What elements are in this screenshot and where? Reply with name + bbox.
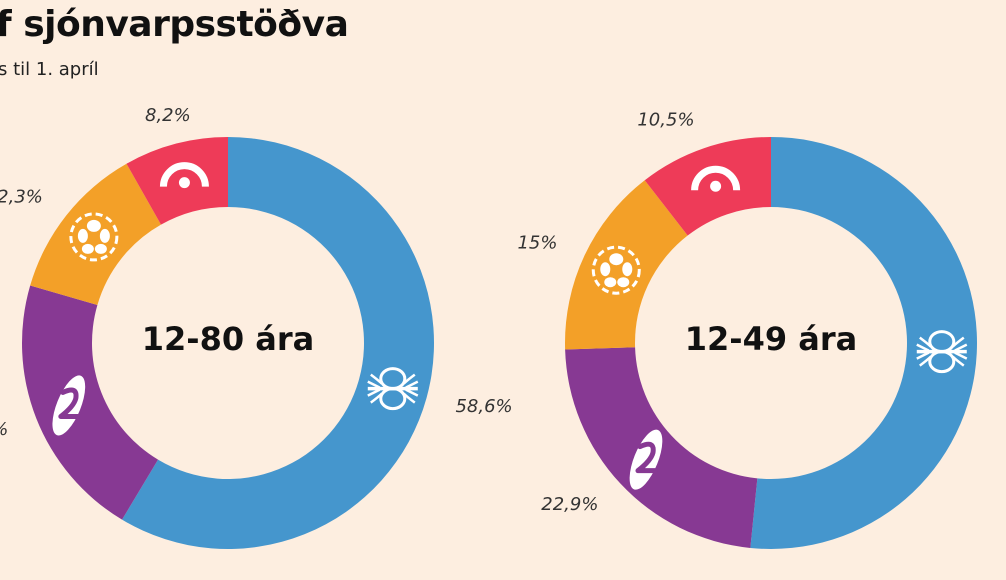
slice-value-label: 8,2% bbox=[145, 105, 191, 126]
center-label: 12-49 ára bbox=[685, 320, 857, 358]
donut-slice bbox=[126, 137, 228, 225]
slice-value-label: % bbox=[0, 419, 8, 440]
slice-value-label: 58,6% bbox=[455, 396, 512, 417]
donut-chart-12-80: 58,6%% 2,3% 8,2% 12-80 ára bbox=[0, 105, 513, 549]
donut-slice bbox=[21, 285, 159, 520]
donut-slice bbox=[644, 137, 771, 236]
slice-value-label: 10,5% bbox=[637, 110, 694, 131]
chart-subtitle: s til 1. apríl bbox=[0, 59, 99, 80]
chart-title: f sjónvarpsstöðva bbox=[0, 4, 349, 45]
slice-value-label: 15% bbox=[517, 233, 557, 254]
donut-slice bbox=[750, 137, 978, 549]
donut-slice bbox=[30, 163, 161, 306]
slice-value-label: 22,9% bbox=[541, 494, 598, 515]
donut-slice bbox=[122, 137, 434, 549]
slice-value-label: 2,3% bbox=[0, 187, 43, 208]
donut-chart-12-49: 522,9%15%10,5% 12-49 ára bbox=[517, 110, 978, 549]
center-label: 12-80 ára bbox=[142, 320, 314, 358]
